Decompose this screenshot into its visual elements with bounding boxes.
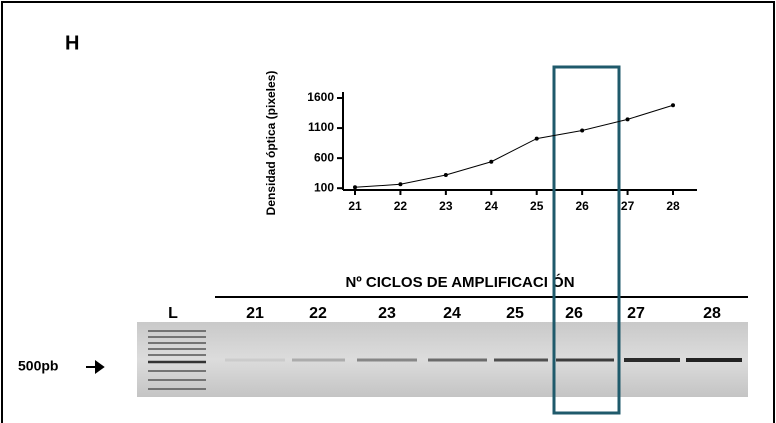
y-axis-label: Densidad óptica (pixeles)	[264, 71, 278, 216]
y-tick-label: 1600	[307, 90, 334, 104]
y-tick-label: 1100	[308, 120, 334, 134]
x-tick-label: 23	[439, 199, 453, 213]
x-tick-label: 27	[621, 199, 635, 213]
x-tick-label: 21	[348, 199, 362, 213]
x-tick-label: 25	[530, 199, 544, 213]
lane-label: L	[168, 305, 178, 322]
data-point	[626, 117, 630, 121]
axes	[343, 92, 697, 190]
y-tick-label: 100	[314, 180, 334, 194]
data-point	[535, 137, 539, 141]
x-tick-label: 24	[485, 199, 499, 213]
data-point	[444, 173, 448, 177]
lane-label: 25	[506, 305, 524, 322]
lane-label: 22	[309, 305, 327, 322]
x-tick-label: 22	[394, 199, 408, 213]
x-tick-label: 26	[575, 199, 589, 213]
x-tick-label: 28	[666, 199, 680, 213]
figure: H Densidad óptica (pixeles) Nº CICLOS DE…	[0, 0, 776, 423]
panel-label: H	[65, 32, 79, 54]
data-point	[671, 103, 675, 107]
lane-label: 28	[703, 305, 721, 322]
lane-label: 23	[378, 305, 396, 322]
data-point	[489, 160, 493, 164]
data-line	[355, 105, 673, 187]
data-point	[580, 128, 584, 132]
lane-label: 24	[443, 305, 461, 322]
gel-title: Nº CICLOS DE AMPLIFICACI ÓN	[345, 273, 574, 291]
lane-label: 26	[565, 305, 583, 322]
data-point	[398, 182, 402, 186]
data-point	[353, 185, 357, 189]
marker-label: 500pb	[18, 358, 58, 374]
lane-label: 27	[627, 305, 645, 322]
y-tick-label: 600	[314, 150, 334, 164]
lane-label: 21	[246, 305, 264, 322]
marker-arrow	[86, 362, 103, 372]
